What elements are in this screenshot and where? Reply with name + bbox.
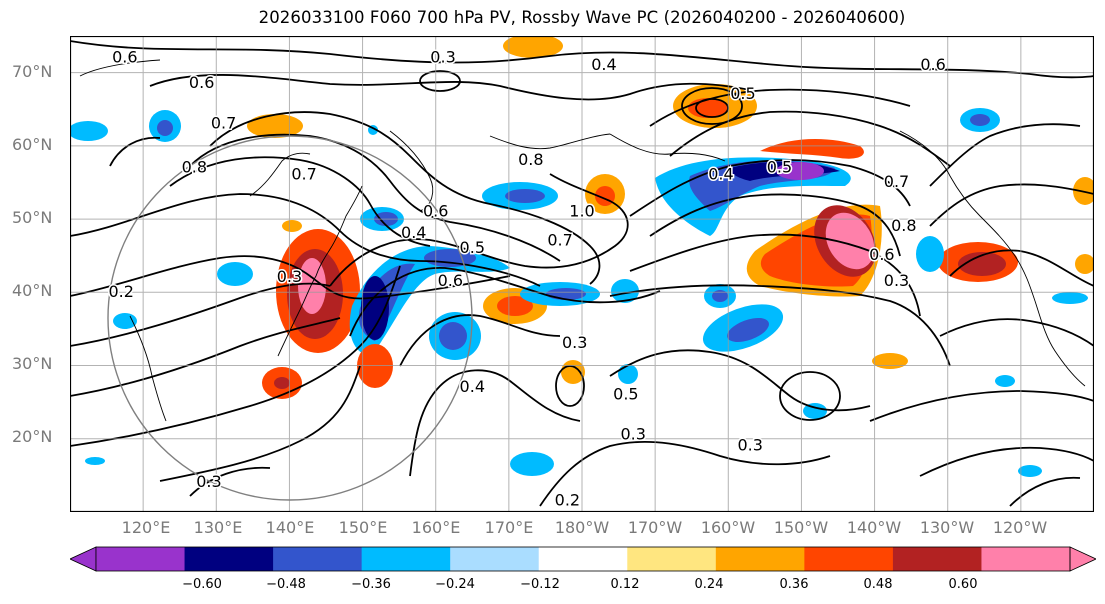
contour-label: 0.5 [730, 84, 755, 103]
contour-label: 0.3 [196, 472, 221, 491]
contour-label: 0.5 [767, 157, 792, 176]
lon-label: 120°E [121, 518, 171, 537]
contour-label: 0.3 [430, 47, 455, 66]
contour-label: 0.7 [291, 165, 316, 184]
colorbar-segment [96, 547, 186, 571]
lon-label: 160°E [411, 518, 461, 537]
lon-label: 140°W [846, 518, 902, 537]
colorbar-tick-label: 0.60 [948, 577, 978, 592]
contour-label: 0.3 [277, 267, 302, 286]
colorbar-segment [184, 547, 274, 571]
contour-label: 0.4 [591, 55, 616, 74]
colorbar-extend-low [70, 546, 97, 572]
contour-label: 0.4 [708, 165, 733, 184]
colorbar-segment [804, 547, 894, 571]
lon-label: 150°W [773, 518, 829, 537]
lon-label: 140°E [265, 518, 315, 537]
contour-label: 0.5 [460, 238, 485, 257]
contour-label: 0.6 [112, 47, 137, 66]
contour-labels: 0.6 0.3 0.4 0.5 0.6 0.7 0.6 0.7 0.8 0.7 0.8 0.4 0.5 0… [107, 46, 947, 511]
lon-label: 130°E [193, 518, 243, 537]
contour-label: 0.8 [891, 216, 916, 235]
colorbar-segment [892, 547, 982, 571]
lon-label: 170°W [627, 518, 683, 537]
graticule [70, 36, 1094, 512]
colorbar-tick-label: −0.36 [351, 577, 391, 592]
map-panel[interactable]: 0.6 0.3 0.4 0.5 0.6 0.7 0.6 0.7 0.8 0.7 0.8 0.4 0.5 0… [70, 36, 1094, 512]
colorbar-tick-label: 0.48 [863, 577, 893, 592]
colorbar-segment [715, 547, 805, 571]
contour-label: 0.8 [182, 157, 207, 176]
coastlines [79, 59, 1086, 422]
contour-label: 0.7 [211, 113, 236, 132]
colorbar-segment [273, 547, 363, 571]
lon-label: 180°W [554, 518, 610, 537]
colorbar-tick-label: −0.24 [435, 577, 475, 592]
colorbar-tick-label: −0.48 [266, 577, 306, 592]
contour-label: 0.6 [869, 245, 894, 264]
lat-label: 40°N [12, 281, 53, 300]
contour-label: 0.4 [401, 223, 426, 242]
lon-label: 130°W [919, 518, 975, 537]
region-circle [107, 135, 473, 501]
contour-label: 0.3 [562, 333, 587, 352]
colorbar-extend-high [1069, 546, 1096, 572]
colorbar-frame [95, 546, 1071, 572]
contour-label: 0.4 [460, 377, 485, 396]
colorbar-segment [538, 547, 628, 571]
colorbar-tick-label: 0.36 [779, 577, 809, 592]
colorbar [70, 546, 1096, 572]
map-canvas: 0.6 0.3 0.4 0.5 0.6 0.7 0.6 0.7 0.8 0.7 0.8 0.4 0.5 0… [70, 36, 1094, 512]
contour-label: 0.3 [620, 425, 645, 444]
contour-label: 0.3 [884, 271, 909, 290]
contour-label: 0.8 [518, 150, 543, 169]
colorbar-tick-label: −0.12 [520, 577, 560, 592]
lat-label: 30°N [12, 354, 53, 373]
pv-anomaly-shading [70, 36, 1094, 477]
lon-label: 160°W [700, 518, 756, 537]
contour-label: 0.2 [108, 282, 133, 301]
colorbar-segment [627, 547, 717, 571]
contour-label: 0.2 [555, 491, 580, 510]
lon-label: 120°W [992, 518, 1048, 537]
map-title: 2026033100 F060 700 hPa PV, Rossby Wave … [258, 8, 906, 27]
contour-label: 0.7 [547, 231, 572, 250]
colorbar-segment [450, 547, 540, 571]
colorbar-segment [981, 547, 1071, 571]
lon-label: 150°E [338, 518, 388, 537]
lat-label: 70°N [12, 62, 53, 81]
lat-label: 60°N [12, 135, 53, 154]
contour-label: 0.6 [438, 271, 463, 290]
contour-label: 0.7 [884, 172, 909, 191]
contour-label: 0.6 [920, 55, 945, 74]
colorbar-tick-label: 0.12 [610, 577, 640, 592]
lon-label: 170°E [484, 518, 534, 537]
contour-label: 1.0 [569, 201, 594, 220]
colorbar-tick-label: 0.24 [694, 577, 724, 592]
contour-label: 0.5 [613, 384, 638, 403]
contour-label: 0.3 [738, 436, 763, 455]
contour-label: 0.6 [423, 201, 448, 220]
colorbar-segment [361, 547, 451, 571]
lat-label: 20°N [12, 427, 53, 446]
contour-label: 0.6 [189, 73, 214, 92]
pv-contours [70, 40, 1094, 507]
lat-label: 50°N [12, 208, 53, 227]
colorbar-tick-label: −0.60 [182, 577, 222, 592]
